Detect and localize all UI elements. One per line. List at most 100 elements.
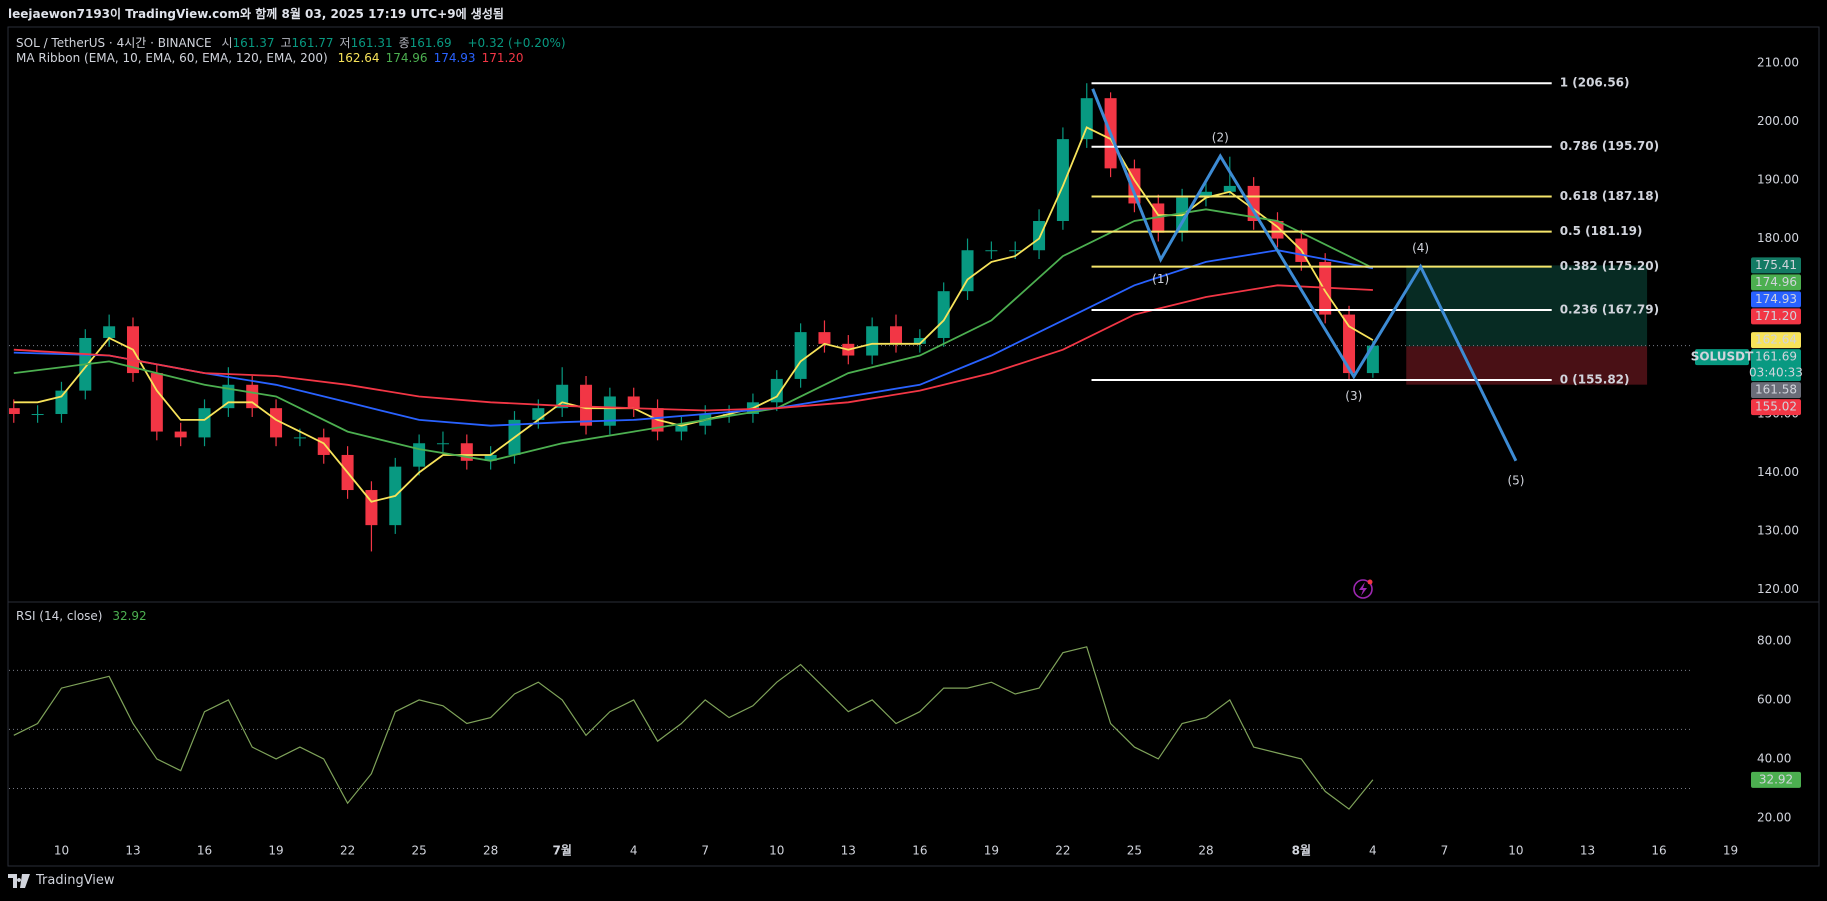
ohlc-label: 저 xyxy=(339,36,351,50)
price-tag xyxy=(1751,274,1801,291)
brand: TradingView xyxy=(36,873,115,888)
ohlc-label: 종 xyxy=(398,36,410,50)
ma-value: 171.20 xyxy=(481,51,524,65)
price-tag xyxy=(1751,332,1801,349)
y-tick-label: 180.00 xyxy=(1757,231,1799,245)
candle-body xyxy=(317,437,330,455)
fib-label: 0.786 (195.70) xyxy=(1560,139,1659,153)
price-tag xyxy=(1751,291,1801,308)
candle-body xyxy=(627,396,640,409)
x-tick-label: 10 xyxy=(769,844,784,858)
price-tag-label: 175.41 xyxy=(1755,258,1797,272)
rsi-tag-label: 32.92 xyxy=(1759,772,1793,786)
candle-body xyxy=(603,396,616,426)
candle-body xyxy=(9,408,20,415)
axes: 10 13 16 19 22 25 28 7월 4 7 10 13 16 19 22 25 28 8월 4 7 10 13… xyxy=(54,56,1803,858)
alert-icon[interactable] xyxy=(1353,579,1373,599)
rsi-title: RSI (14, close) xyxy=(16,609,103,623)
symbol-legend: SOL / TetherUS · 4시간 · BINANCE 시161.37 고1… xyxy=(16,34,572,51)
ema-line xyxy=(13,284,1373,412)
rsi-legend: RSI (14, close) 32.92 xyxy=(16,609,153,623)
wave-line xyxy=(1091,88,1518,462)
x-tick-label: 19 xyxy=(1723,844,1738,858)
y-tick-label: 210.00 xyxy=(1757,56,1799,70)
candle-body xyxy=(103,326,116,338)
ohlc-value: 161.31 xyxy=(350,36,393,50)
candle-body xyxy=(794,332,807,379)
fib-label: 0.236 (167.79) xyxy=(1560,302,1659,316)
candle-body xyxy=(484,454,497,461)
x-tick-label: 28 xyxy=(1198,844,1213,858)
x-tick-label: 22 xyxy=(340,844,355,858)
y-tick-label: 190.00 xyxy=(1757,173,1799,187)
price-tag-label: 174.96 xyxy=(1755,275,1797,289)
x-tick-label: 25 xyxy=(1127,844,1142,858)
x-tick-label: 25 xyxy=(411,844,426,858)
fib-label: 1 (206.56) xyxy=(1560,76,1630,90)
y-tick-label: 80.00 xyxy=(1757,633,1791,647)
x-tick-label: 19 xyxy=(984,844,999,858)
candle-body xyxy=(1199,191,1212,198)
candle-body xyxy=(270,408,283,438)
candle-body xyxy=(198,408,211,438)
ema-line xyxy=(13,126,1374,503)
ma-value: 174.96 xyxy=(385,51,428,65)
ma-value: 174.93 xyxy=(433,51,476,65)
candle-body xyxy=(436,443,449,445)
candle-body xyxy=(1056,139,1069,222)
x-tick-label: 16 xyxy=(197,844,212,858)
candle-body xyxy=(961,250,974,292)
y-tick-label: 20.00 xyxy=(1757,810,1791,824)
candle-body xyxy=(150,373,163,432)
y-tick-label: 130.00 xyxy=(1757,523,1799,537)
ohlc: 시161.37 고161.77 저161.31 종161.69 xyxy=(221,36,457,50)
price-tag xyxy=(1751,257,1801,274)
y-tick-label: 60.00 xyxy=(1757,692,1791,706)
x-tick-label: 13 xyxy=(841,844,856,858)
x-tick-label: 28 xyxy=(483,844,498,858)
price-tag-label: 171.20 xyxy=(1755,309,1797,323)
candle-body xyxy=(1223,185,1236,192)
ticker-tag xyxy=(1695,349,1749,366)
ohlc-label: 고 xyxy=(280,36,292,50)
wave-label: (3) xyxy=(1345,389,1362,403)
change: +0.32 (+0.20%) xyxy=(467,36,566,50)
x-tick-label: 22 xyxy=(1055,844,1070,858)
ma-legend: MA Ribbon (EMA, 10, EMA, 60, EMA, 120, E… xyxy=(16,51,530,65)
x-tick-label: 8월 xyxy=(1292,843,1311,858)
price-tag xyxy=(1751,349,1801,382)
x-tick-label: 10 xyxy=(1508,844,1523,858)
ticker-label: SOLUSDT xyxy=(1691,350,1754,364)
x-tick-label: 4 xyxy=(630,844,638,858)
ma-value: 162.64 xyxy=(337,51,380,65)
candle-body xyxy=(580,384,593,426)
candle-body xyxy=(532,408,545,420)
logo xyxy=(8,873,30,888)
fib-label: 0.618 (187.18) xyxy=(1560,189,1659,203)
fib-label: 0 (155.82) xyxy=(1560,372,1630,386)
ema-line xyxy=(13,208,1374,462)
indicator: MA Ribbon (EMA, 10, EMA, 60, EMA, 120, E… xyxy=(16,51,328,65)
x-tick-label: 7월 xyxy=(552,843,571,858)
price-tag-label: 161.58 xyxy=(1755,383,1797,397)
x-tick-label: 7 xyxy=(1441,844,1449,858)
rsi-value: 32.92 xyxy=(112,609,147,623)
price-tag-label: 155.02 xyxy=(1755,400,1797,414)
frame xyxy=(7,26,1820,867)
position-loss xyxy=(1406,346,1648,385)
y-tick-label: 140.00 xyxy=(1757,465,1799,479)
candle-body xyxy=(1128,168,1141,204)
candle-body xyxy=(675,425,688,432)
x-tick-label: 4 xyxy=(1369,844,1377,858)
rsi-tag xyxy=(1751,771,1801,788)
candle-body xyxy=(937,291,950,338)
candle-body xyxy=(246,384,259,409)
ohlc-label: 시 xyxy=(221,36,233,50)
fib-label: 0.382 (175.20) xyxy=(1560,259,1659,273)
header: leejaewon7193이 TradingView.com와 함께 8월 03… xyxy=(8,7,504,21)
y-tick-label: 200.00 xyxy=(1757,114,1799,128)
candle-body xyxy=(1033,221,1046,251)
x-tick-label: 16 xyxy=(912,844,927,858)
